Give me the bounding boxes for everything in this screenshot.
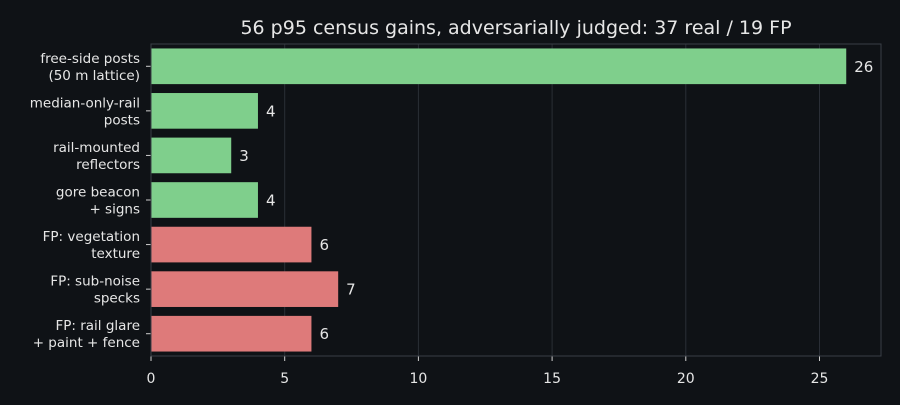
data-label: 6 <box>319 236 329 254</box>
y-tick-label: FP: sub-noise specks <box>50 274 140 307</box>
chart-title: 56 p95 census gains, adversarially judge… <box>240 17 791 39</box>
y-tick-label-line: free-side posts <box>40 51 140 67</box>
bar <box>151 271 339 307</box>
y-tick-label-line: median-only-rail <box>30 95 140 111</box>
x-axis: 0 5 10 15 20 25 <box>147 356 829 387</box>
bar <box>151 48 847 85</box>
data-label: 26 <box>854 58 873 76</box>
y-tick-label-line: posts <box>104 112 140 128</box>
bar <box>151 226 312 263</box>
y-tick-label: free-side posts (50 m lattice) <box>40 51 140 84</box>
y-tick-label: FP: rail glare + paint + fence <box>33 318 140 351</box>
data-label: 4 <box>266 102 276 120</box>
bar <box>151 137 232 174</box>
x-tick-label: 5 <box>280 371 289 387</box>
y-tick-label-line: FP: rail glare <box>55 318 140 334</box>
plot-frame <box>150 43 882 357</box>
y-tick-label-line: specks <box>94 291 140 307</box>
bar <box>151 182 258 218</box>
y-tick-label-line: texture <box>91 246 140 262</box>
y-tick-label-line: + paint + fence <box>33 335 140 351</box>
bar <box>151 315 312 352</box>
y-tick-label: FP: vegetation texture <box>43 229 140 262</box>
y-tick-label-line: FP: vegetation <box>43 229 140 245</box>
x-tick-label: 10 <box>409 371 427 387</box>
y-axis: free-side posts (50 m lattice) median-only… <box>30 51 151 351</box>
y-tick-label-line: reflectors <box>76 157 140 173</box>
data-label: 4 <box>266 192 276 210</box>
y-tick-label-line: gore beacon <box>56 185 140 201</box>
bar <box>151 93 258 129</box>
y-tick-label-line: (50 m lattice) <box>48 68 140 84</box>
x-tick-label: 20 <box>677 371 695 387</box>
y-tick-label-line: FP: sub-noise <box>50 274 140 290</box>
x-tick-label: 15 <box>543 371 561 387</box>
y-tick-label: median-only-rail posts <box>30 95 140 128</box>
x-tick-label: 25 <box>811 371 829 387</box>
y-tick-label-line: rail-mounted <box>53 140 140 156</box>
bars: 26 4 3 4 6 7 6 <box>151 48 873 352</box>
y-tick-label: rail-mounted reflectors <box>53 140 140 173</box>
x-tick-label: 0 <box>147 371 156 387</box>
y-tick-label: gore beacon + signs <box>56 185 140 218</box>
y-tick-label-line: + signs <box>89 202 140 218</box>
data-label: 6 <box>319 325 329 343</box>
data-label: 3 <box>239 147 249 165</box>
data-label: 7 <box>346 281 356 299</box>
